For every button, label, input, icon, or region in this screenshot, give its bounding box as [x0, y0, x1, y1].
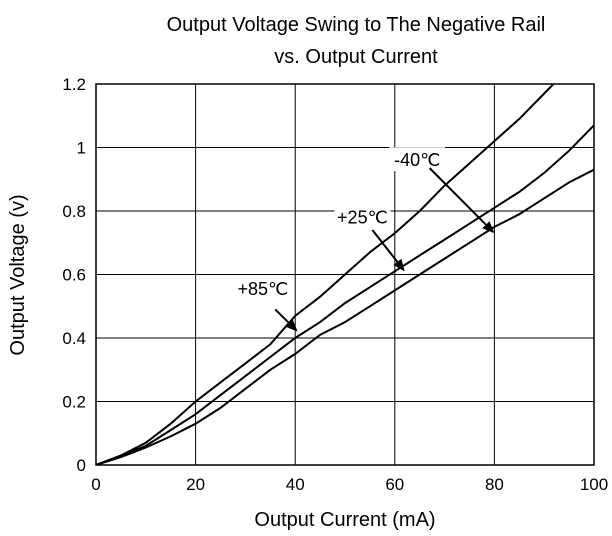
y-tick-label: 0 [77, 456, 86, 475]
series-lines [96, 84, 594, 465]
annotation-label: +85℃ [237, 279, 288, 299]
annotation-arrow [428, 167, 487, 226]
y-tick-label: 0.6 [62, 266, 86, 285]
x-tick-label: 20 [186, 475, 205, 494]
annotation-arrow [371, 229, 399, 263]
x-tick-label: 100 [580, 475, 608, 494]
annotation-arrowhead [482, 221, 495, 234]
x-axis-label: Output Current (mA) [254, 509, 435, 531]
x-tick-label: 0 [91, 475, 100, 494]
annotation-backdrop [334, 204, 391, 229]
annotation-arrowhead [285, 319, 298, 332]
y-tick-label: 1 [77, 139, 86, 158]
chart-title-line-2: vs. Output Current [274, 46, 438, 68]
series-line-25 [96, 124, 594, 465]
x-tick-label: 80 [485, 475, 504, 494]
plot-frame [95, 83, 595, 466]
series-line-40 [96, 168, 594, 465]
y-tick-label: 0.2 [62, 393, 86, 412]
y-tick-label: 1.2 [62, 75, 86, 94]
y-tick-label: 0.8 [62, 202, 86, 221]
y-axis-label: Output Voltage (v) [7, 194, 29, 355]
chart-title-line-1: Output Voltage Swing to The Negative Rai… [167, 14, 546, 36]
annotation-backdrop [234, 275, 291, 300]
annotation-backdrop [389, 147, 446, 172]
tick-labels: 0 20 40 60 80 100 0 0.2 0.4 0.6 0.8 1 1.2 [62, 75, 608, 494]
annotation-arrowhead [393, 258, 405, 272]
annotation-label: -40℃ [394, 150, 440, 170]
series-line-85 [96, 84, 555, 465]
x-tick-label: 60 [385, 475, 404, 494]
annotation-arrow [274, 308, 290, 324]
x-tick-label: 40 [286, 475, 305, 494]
annotation-label: +25℃ [337, 207, 388, 227]
y-tick-label: 0.4 [62, 329, 86, 348]
annotations: +85℃ +25℃ -40℃ [234, 147, 495, 332]
